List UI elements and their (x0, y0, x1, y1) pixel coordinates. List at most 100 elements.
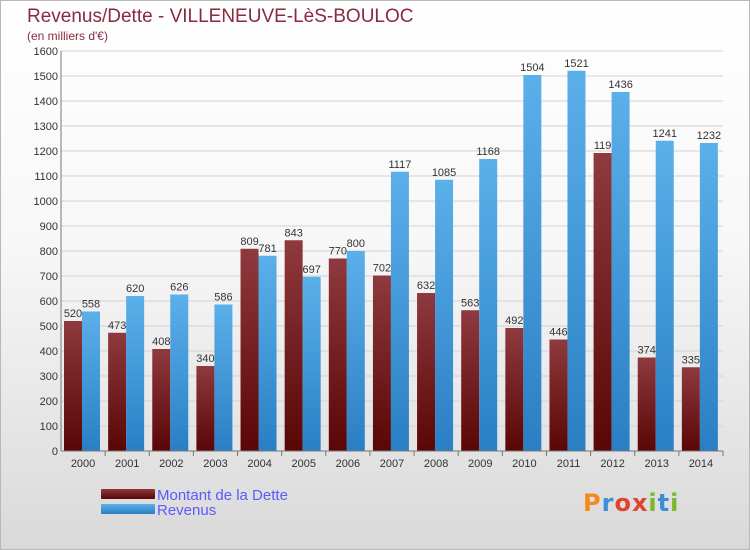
bar-revenus (390, 171, 409, 451)
data-label: 781 (258, 243, 276, 255)
x-tick-label: 2010 (512, 458, 536, 470)
data-label: 626 (170, 282, 188, 294)
x-tick-label: 2009 (468, 458, 492, 470)
bar-dette (240, 248, 259, 451)
data-label: 809 (240, 236, 258, 248)
bar-revenus (523, 75, 542, 451)
data-label: 1232 (697, 130, 721, 142)
data-label: 119 (594, 140, 612, 152)
y-tick-label: 300 (40, 371, 58, 383)
y-tick-label: 600 (40, 296, 58, 308)
logo-letter: o (614, 489, 632, 517)
y-tick-label: 100 (40, 421, 58, 433)
data-label: 586 (214, 292, 232, 304)
bar-revenus (346, 251, 365, 451)
bar-dette (108, 332, 127, 451)
y-tick-label: 400 (40, 346, 58, 358)
data-label: 520 (64, 308, 82, 320)
bar-revenus (170, 294, 189, 451)
y-tick-label: 1000 (34, 196, 58, 208)
data-label: 492 (505, 315, 523, 327)
data-label: 702 (373, 263, 391, 275)
x-tick-label: 2014 (689, 458, 713, 470)
logo-letter: P (583, 489, 602, 517)
x-tick-label: 2006 (336, 458, 360, 470)
data-label: 1168 (476, 146, 500, 158)
legend-swatch-dette (101, 489, 155, 499)
bar-revenus (82, 311, 100, 451)
chart-title: Revenus/Dette - VILLENEUVE-LèS-BOULOC (27, 6, 414, 27)
chart-subtitle: (en milliers d'€) (27, 29, 108, 43)
data-label: 446 (549, 327, 567, 339)
y-tick-label: 1500 (34, 71, 58, 83)
y-tick-label: 900 (40, 221, 58, 233)
x-tick-label: 2001 (115, 458, 139, 470)
x-tick-label: 2012 (600, 458, 624, 470)
data-label: 1436 (608, 79, 632, 91)
data-label: 563 (461, 297, 479, 309)
y-tick-label: 200 (40, 396, 58, 408)
y-tick-label: 1300 (34, 121, 58, 133)
x-tick-label: 2008 (424, 458, 448, 470)
bar-dette (328, 258, 347, 451)
x-tick-label: 2005 (291, 458, 315, 470)
bar-dette (549, 339, 568, 451)
bar-dette (64, 321, 82, 451)
data-label: 697 (302, 264, 320, 276)
data-label: 473 (108, 320, 126, 332)
y-tick-label: 1100 (34, 171, 58, 183)
data-label: 335 (682, 354, 700, 366)
data-label: 374 (638, 345, 656, 357)
logo-letter: r (601, 489, 615, 517)
x-tick-label: 2000 (71, 458, 95, 470)
bar-revenus (655, 140, 674, 451)
data-label: 1117 (389, 159, 412, 171)
y-tick-label: 500 (40, 321, 58, 333)
bar-dette (372, 275, 391, 451)
bar-dette (505, 328, 524, 451)
bar-dette (637, 357, 656, 451)
logo-letter: t (657, 489, 671, 517)
data-label: 800 (347, 238, 365, 250)
x-tick-label: 2011 (557, 458, 581, 470)
y-tick-label: 700 (40, 271, 58, 283)
bars (64, 70, 718, 451)
bar-revenus (479, 159, 498, 451)
bar-dette (461, 310, 480, 451)
data-label: 1521 (564, 58, 588, 70)
bar-revenus (611, 92, 630, 451)
legend-label-revenus: Revenus (157, 502, 217, 519)
bar-dette (593, 153, 612, 451)
bar-dette (417, 293, 436, 451)
x-tick-label: 2004 (247, 458, 271, 470)
data-label: 1504 (520, 62, 544, 74)
bar-dette (196, 366, 215, 451)
data-label: 770 (329, 246, 347, 258)
bar-revenus (699, 143, 718, 451)
bar-revenus (302, 276, 321, 451)
bar-dette (284, 240, 303, 451)
proxiti-logo: Proxiti (583, 489, 679, 517)
logo-letter: x (631, 489, 649, 517)
legend-label-dette: Montant de la Dette (157, 487, 288, 504)
axes: 0 100 200 300 400 500 600 700 800 900 1000 1100 1200… (34, 46, 724, 470)
y-tick-label: 1600 (34, 46, 58, 58)
bar-revenus (126, 296, 145, 451)
data-label: 558 (82, 299, 100, 311)
y-tick-label: 1200 (34, 146, 58, 158)
data-label: 620 (126, 283, 144, 295)
y-tick-label: 800 (40, 246, 58, 258)
bar-dette (152, 349, 171, 451)
bar-revenus (567, 70, 586, 451)
data-label: 1241 (652, 128, 676, 140)
x-tick-label: 2002 (159, 458, 183, 470)
y-tick-label: 1400 (34, 96, 58, 108)
x-tick-label: 2003 (203, 458, 227, 470)
legend-swatch-revenus (101, 504, 155, 514)
x-tick-label: 2007 (380, 458, 404, 470)
logo-letter: i (670, 489, 680, 517)
bar-dette (681, 367, 700, 451)
